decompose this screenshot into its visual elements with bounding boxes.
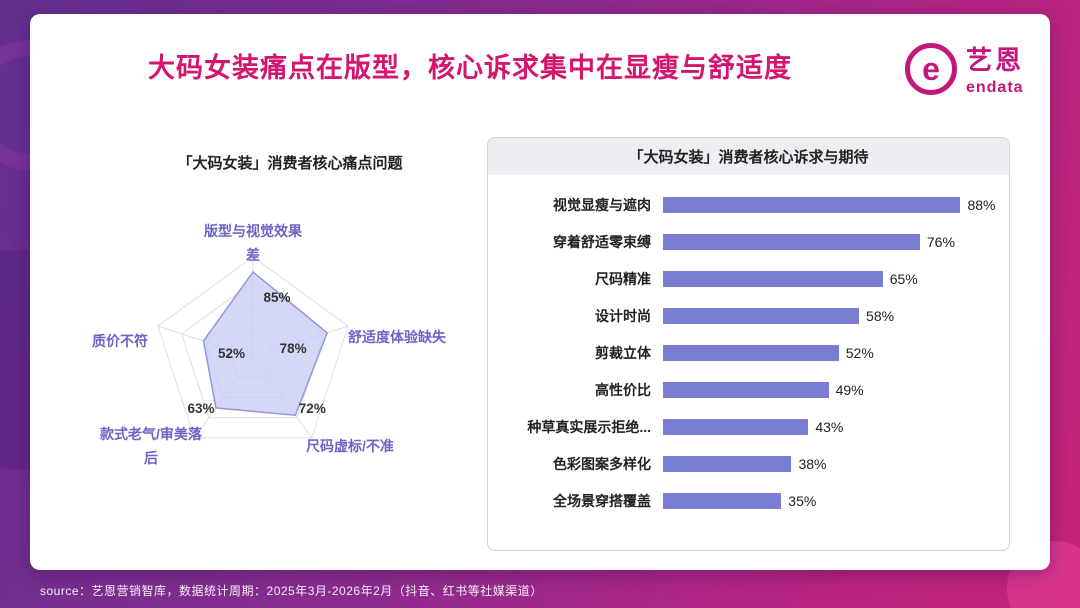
radar-axis-label-bottom-left: 款式老气/审美落后 [100,426,202,466]
radar-value-label: 78% [280,341,307,356]
bar [663,381,829,398]
bar-category-label: 视觉显瘦与遮肉 [553,196,651,213]
bar-row: 尺码精准 65% [508,260,1001,297]
content-card: 大码女装痛点在版型，核心诉求集中在显瘦与舒适度 e 艺恩 endata 「大码女… [30,14,1050,570]
radar-chart-panel: 「大码女装」消费者核心痛点问题 85% 78% 72% 63% 52% 版型与视觉效果差… [92,144,480,558]
endata-logo-icon: e [904,42,957,95]
radar-axis-label-right: 舒适度体验缺失 [348,329,446,345]
bar-value: 88% [967,196,996,213]
radar-value-label: 72% [299,401,326,416]
bar-track: 76% [663,233,1001,250]
bar-value: 43% [815,418,844,435]
logo-brand-cn: 艺恩 [965,45,1024,75]
bar-track: 35% [663,492,1001,509]
radar-chart-title: 「大码女装」消费者核心痛点问题 [177,155,403,172]
radar-axis-label-bottom-right: 尺码虚标/不准 [306,438,394,454]
bar-chart-panel: 「大码女装」消费者核心诉求与期待 视觉显瘦与遮肉 88% 穿着舒适零束缚 76% 尺码精… [487,137,1010,551]
bar [663,455,792,472]
endata-logo: e 艺恩 endata [904,40,1024,97]
bar-chart-title: 「大码女装」消费者核心诉求与期待 [488,138,1009,175]
bar [663,233,920,250]
bar-row: 设计时尚 58% [508,297,1001,334]
bar [663,344,839,361]
source-note: source：艺恩营销智库，数据统计周期：2025年3月-2026年2月（抖音、… [40,584,543,598]
radar-value-label: 63% [187,401,214,416]
bar-value: 76% [926,233,955,250]
bar-row: 色彩图案多样化 38% [508,445,1001,482]
bar-category-label: 剪裁立体 [595,344,651,361]
bar-category-label: 设计时尚 [595,307,651,324]
bar-row: 剪裁立体 52% [508,334,1001,371]
bar-track: 88% [663,196,1001,213]
logo-text: 艺恩 endata [966,40,1024,97]
bar-track: 52% [663,344,1001,361]
bar [663,196,961,213]
radar-grid-ring [157,256,349,439]
bar-track: 65% [663,270,1001,287]
radar-chart: 85% 78% 72% 63% 52% 版型与视觉效果差 舒适度体验缺失 尺码虚标/不准… [92,144,480,558]
radar-value-label: 85% [263,290,290,305]
bar-track: 49% [663,381,1001,398]
bar-row: 穿着舒适零束缚 76% [508,223,1001,260]
bar-category-label: 高性价比 [595,381,651,398]
bar-category-label: 尺码精准 [595,270,651,287]
bar-track: 58% [663,307,1001,324]
bar-row: 全场景穿搭覆盖 35% [508,482,1001,519]
radar-value-label: 52% [218,346,245,361]
radar-svg: 85% 78% 72% 63% 52% [157,256,349,439]
bar-value: 35% [788,492,817,509]
bar-row: 视觉显瘦与遮肉 88% [508,186,1001,223]
bar-category-label: 全场景穿搭覆盖 [553,492,651,509]
bar-value: 49% [835,381,864,398]
bar-value: 38% [798,455,827,472]
bar [663,307,860,324]
bar [663,418,809,435]
bar-value: 52% [845,344,874,361]
bar-row: 高性价比 49% [508,371,1001,408]
bar-track: 38% [663,455,1001,472]
logo-brand-en: endata [965,79,1024,96]
bar-category-label: 种草真实展示拒绝... [527,418,651,435]
bar-track: 43% [663,418,1001,435]
bar-value: 65% [889,270,918,287]
radar-axis-label-top: 版型与视觉效果差 [204,223,302,263]
bar-row: 种草真实展示拒绝... 43% [508,408,1001,445]
radar-axis-label-left: 质价不符 [92,333,148,349]
bar-value: 58% [866,307,895,324]
bar-chart: 视觉显瘦与遮肉 88% 穿着舒适零束缚 76% 尺码精准 65% 设计时尚 58% 剪裁立体 52… [488,175,1009,527]
bar [663,270,883,287]
logo-letter: e [922,50,940,87]
bar-category-label: 穿着舒适零束缚 [553,233,651,250]
bar-category-label: 色彩图案多样化 [553,455,651,472]
page-title: 大码女装痛点在版型，核心诉求集中在显瘦与舒适度 [148,53,792,83]
radar-polygon [202,270,329,417]
bar [663,492,782,509]
